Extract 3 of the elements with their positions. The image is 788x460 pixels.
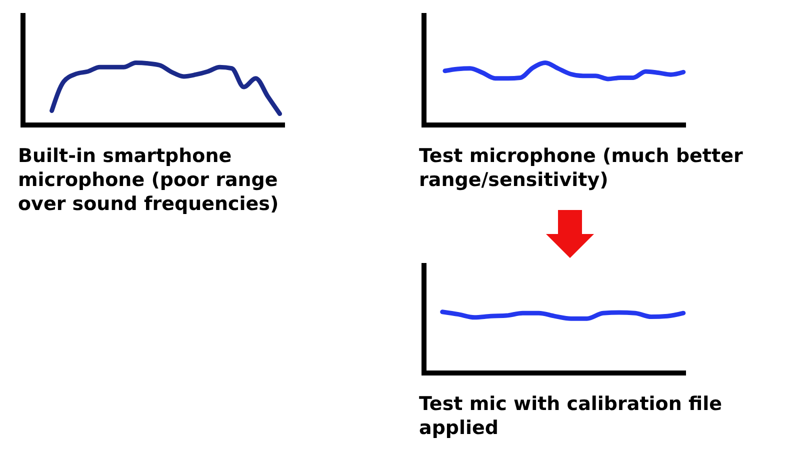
text: Built-in smartphone microphone (poor range over sound frequencies) xyxy=(18,145,279,215)
text: Test microphone (much better range/sensitivity) xyxy=(419,145,744,191)
text: Test mic with calibration file applied xyxy=(419,393,722,439)
